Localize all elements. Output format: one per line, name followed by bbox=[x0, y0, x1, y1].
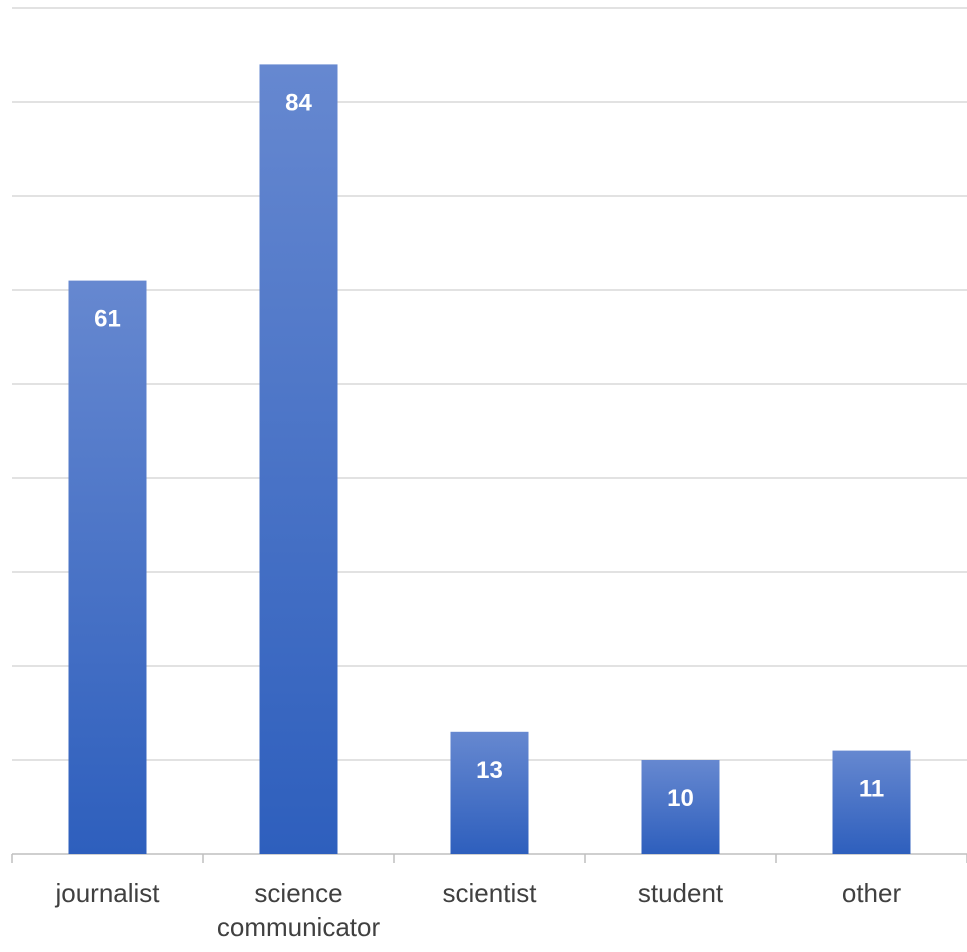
x-axis bbox=[11, 853, 967, 863]
bars bbox=[68, 64, 911, 855]
gridlines bbox=[12, 7, 967, 761]
x-tick-label-line: other bbox=[842, 878, 902, 908]
x-tick-label-line: scientist bbox=[443, 878, 538, 908]
data-label: 11 bbox=[859, 776, 884, 803]
bar-scientist bbox=[450, 731, 529, 854]
x-tick-label-line: journalist bbox=[54, 878, 160, 908]
bar-other bbox=[832, 750, 911, 854]
data-label: 13 bbox=[476, 757, 503, 784]
data-label: 10 bbox=[667, 785, 694, 812]
data-labels: 61 84 13 10 11 bbox=[94, 89, 884, 812]
x-tick-label-line: student bbox=[638, 878, 724, 908]
data-label: 61 bbox=[94, 306, 121, 333]
x-tick-label: scientist bbox=[443, 878, 538, 908]
bar-student bbox=[641, 760, 720, 854]
bar-science-communicator bbox=[259, 64, 338, 854]
category-labels: journalist science communicator scientist st… bbox=[54, 878, 901, 942]
bar-journalist bbox=[68, 280, 147, 855]
x-tick-label: journalist bbox=[54, 878, 160, 908]
x-tick-label: student bbox=[638, 878, 724, 908]
data-label: 84 bbox=[285, 89, 312, 116]
x-tick-label: other bbox=[842, 878, 902, 908]
x-tick-label-line: communicator bbox=[217, 912, 381, 942]
x-tick-label: science communicator bbox=[217, 878, 381, 942]
x-tick-label-line: science bbox=[254, 878, 342, 908]
